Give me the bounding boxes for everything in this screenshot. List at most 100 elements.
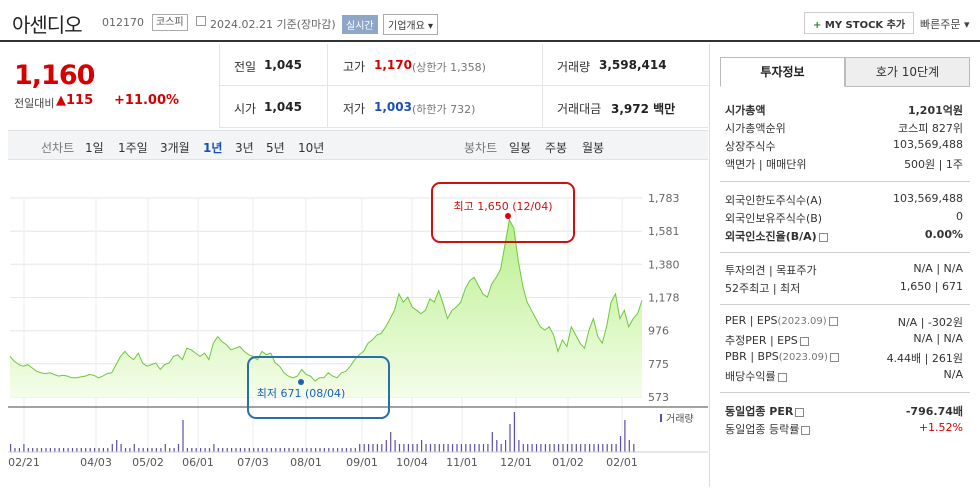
help-icon[interactable] bbox=[777, 372, 787, 382]
volume-bar bbox=[447, 444, 449, 452]
info-value: 1,201억원 bbox=[907, 104, 963, 117]
volume-bar bbox=[337, 448, 339, 452]
my-stock-add-button[interactable]: + MY STOCK 추가 bbox=[804, 12, 915, 34]
volume-bar bbox=[412, 444, 414, 452]
current-price-box: 1,160 전일대비 ▲115 +11.00% bbox=[8, 44, 220, 128]
volume-bar bbox=[89, 448, 91, 452]
x-tick-label: 10/04 bbox=[396, 456, 428, 469]
candle-monthly[interactable]: 월봉 bbox=[582, 141, 605, 155]
period-3y[interactable]: 3년 bbox=[235, 141, 254, 155]
volume-bar bbox=[182, 420, 184, 452]
x-tick-label: 06/01 bbox=[182, 456, 214, 469]
info-label-text: 추정PER | EPS bbox=[725, 334, 798, 347]
period-1y[interactable]: 1년 bbox=[203, 141, 223, 155]
price-chart[interactable]: 1,783 1,581 1,380 1,178 976 775 573 02/21 04/03 0… bbox=[8, 160, 708, 487]
volume-bar bbox=[107, 448, 109, 452]
info-value: 0.00% bbox=[924, 228, 963, 241]
candle-chart-label: 봉차트 bbox=[464, 141, 498, 155]
info-row: 외국인한도주식수(A) 103,569,488 bbox=[722, 190, 966, 208]
volume-legend-icon bbox=[660, 414, 662, 422]
candle-daily[interactable]: 일봉 bbox=[509, 141, 532, 155]
help-icon[interactable] bbox=[795, 407, 805, 417]
tab-investment-info[interactable]: 투자정보 bbox=[720, 57, 845, 87]
info-row: 동일업종 등락률 +1.52% bbox=[722, 419, 966, 437]
line-chart-label: 선차트 bbox=[41, 141, 75, 155]
price-line bbox=[9, 218, 643, 382]
volume-bar bbox=[425, 444, 427, 452]
help-icon[interactable] bbox=[801, 425, 811, 435]
x-tick-label: 02/01 bbox=[606, 456, 638, 469]
candle-weekly[interactable]: 주봉 bbox=[545, 141, 568, 155]
help-icon[interactable] bbox=[829, 352, 839, 362]
info-value: 1,650 | 671 bbox=[899, 280, 963, 293]
amount-value: 3,972 백만 bbox=[611, 102, 676, 116]
volume-bar bbox=[394, 440, 396, 452]
volume-bar bbox=[235, 448, 237, 452]
info-row: 상장주식수 103,569,488 bbox=[722, 136, 966, 154]
volume-bar bbox=[602, 444, 604, 452]
tab-orderbook[interactable]: 호가 10단계 bbox=[845, 57, 970, 87]
volume-bar bbox=[315, 448, 317, 452]
volume-bar bbox=[275, 448, 277, 452]
price-change: ▲115 bbox=[56, 93, 94, 108]
volume-bar bbox=[584, 444, 586, 452]
period-5y[interactable]: 5년 bbox=[266, 141, 285, 155]
volume-bar bbox=[54, 448, 56, 452]
divider bbox=[720, 304, 970, 305]
volume-bar bbox=[531, 444, 533, 452]
volume-bar bbox=[341, 448, 343, 452]
y-tick-label: 1,178 bbox=[648, 292, 680, 305]
volume-bar bbox=[14, 448, 16, 452]
period-3m[interactable]: 3개월 bbox=[160, 141, 190, 155]
volume-label: 거래량 bbox=[666, 413, 694, 425]
volume-bar bbox=[328, 448, 330, 452]
volume-bar bbox=[491, 432, 493, 452]
volume-bar bbox=[323, 448, 325, 452]
volume-bar bbox=[248, 448, 250, 452]
volume-bar bbox=[133, 444, 135, 452]
help-icon[interactable] bbox=[799, 336, 809, 346]
info-value: 500원 | 1주 bbox=[904, 158, 963, 171]
help-icon[interactable] bbox=[828, 316, 838, 326]
info-value: 0 bbox=[956, 210, 963, 223]
volume-bar bbox=[372, 444, 374, 452]
calendar-icon bbox=[196, 16, 206, 26]
volume-bar bbox=[94, 448, 96, 452]
info-label: 동일업종 등락률 bbox=[725, 421, 811, 437]
volume-bar bbox=[566, 444, 569, 452]
info-row: 액면가 | 매매단위 500원 | 1주 bbox=[722, 154, 966, 172]
volume-bar bbox=[368, 444, 370, 452]
volume-bar bbox=[575, 444, 577, 452]
info-value: N/A | N/A bbox=[913, 262, 963, 275]
y-tick-label: 1,581 bbox=[648, 225, 680, 238]
info-label-text: PER | EPS bbox=[725, 314, 778, 327]
volume-bar bbox=[540, 444, 542, 452]
volume-bar bbox=[284, 448, 286, 452]
info-label: 시가총액순위 bbox=[725, 120, 786, 136]
volume-bar bbox=[63, 448, 65, 452]
volume-bar bbox=[195, 448, 197, 452]
my-stock-label: MY STOCK 추가 bbox=[824, 20, 906, 31]
volume-bar bbox=[505, 440, 507, 452]
volume-bar bbox=[173, 448, 175, 452]
upper-limit: (상한가 1,358) bbox=[412, 61, 486, 74]
volume-bar bbox=[359, 444, 361, 452]
price-change-percent: +11.00% bbox=[114, 93, 180, 108]
volume-bar bbox=[85, 448, 87, 452]
company-overview-dropdown[interactable]: 기업개요 ▾ bbox=[383, 14, 438, 35]
info-label-text: 동일업종 등락률 bbox=[725, 423, 800, 436]
realtime-button[interactable]: 실시간 bbox=[342, 15, 378, 34]
plus-icon: + bbox=[813, 20, 822, 31]
help-icon[interactable] bbox=[818, 232, 828, 242]
period-10y[interactable]: 10년 bbox=[298, 141, 325, 155]
chart-toolbar: 선차트 1일 1주일 3개월 1년 3년 5년 10년 봉차트 일봉 주봉 월봉 bbox=[8, 130, 708, 160]
volume-bar bbox=[164, 444, 166, 452]
stock-header: 아센디오 012170 코스피 2024.02.21 기준(장마감) 실시간 기… bbox=[0, 0, 980, 42]
volume-bar bbox=[553, 444, 555, 452]
period-1d[interactable]: 1일 bbox=[85, 141, 104, 155]
period-1w[interactable]: 1주일 bbox=[118, 141, 148, 155]
quick-order-button[interactable]: 빠른주문 ▾ bbox=[920, 18, 970, 31]
volume-bar bbox=[443, 444, 445, 452]
info-row: 52주최고 | 최저 1,650 | 671 bbox=[722, 278, 966, 296]
high-label: 고가 bbox=[343, 60, 366, 74]
